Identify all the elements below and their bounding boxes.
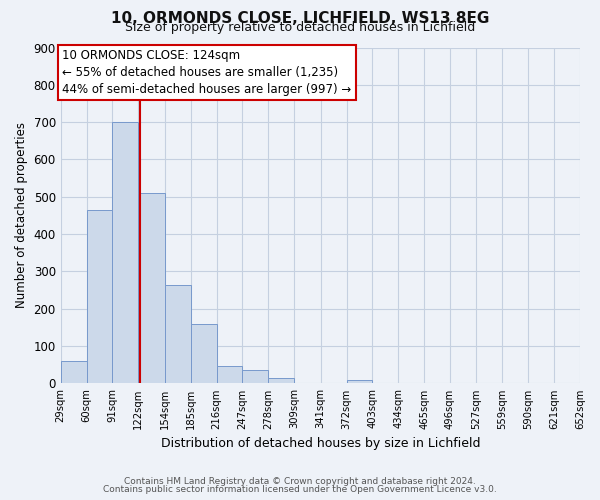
Text: 10 ORMONDS CLOSE: 124sqm
← 55% of detached houses are smaller (1,235)
44% of sem: 10 ORMONDS CLOSE: 124sqm ← 55% of detach… [62,50,352,96]
Bar [112,122,138,384]
Text: Size of property relative to detached houses in Lichfield: Size of property relative to detached ho… [125,22,475,35]
Text: 10, ORMONDS CLOSE, LICHFIELD, WS13 8EG: 10, ORMONDS CLOSE, LICHFIELD, WS13 8EG [111,11,489,26]
Text: Contains public sector information licensed under the Open Government Licence v3: Contains public sector information licen… [103,485,497,494]
Bar [347,380,373,384]
Bar [165,284,191,384]
Bar [61,361,86,384]
Bar [217,366,242,384]
Bar [242,370,268,384]
Bar [138,193,165,384]
X-axis label: Distribution of detached houses by size in Lichfield: Distribution of detached houses by size … [161,437,480,450]
Y-axis label: Number of detached properties: Number of detached properties [15,122,28,308]
Bar [191,324,217,384]
Bar [86,210,112,384]
Text: Contains HM Land Registry data © Crown copyright and database right 2024.: Contains HM Land Registry data © Crown c… [124,477,476,486]
Bar [268,378,294,384]
